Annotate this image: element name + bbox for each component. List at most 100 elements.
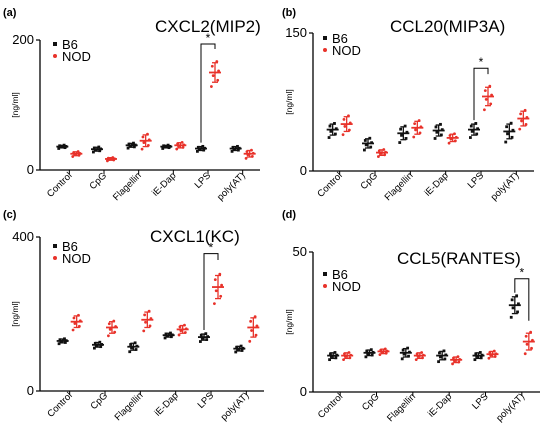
chart-title: CCL20(MIP3A) [390, 17, 505, 36]
x-tick-label: LPS [466, 170, 486, 190]
data-point [399, 127, 403, 131]
x-tick-label: Control [45, 170, 74, 199]
panel-letter: (d) [282, 209, 296, 221]
legend-label: B6 [62, 37, 78, 52]
data-point [218, 272, 222, 276]
y-tick-label: 0 [300, 384, 307, 399]
data-point [254, 333, 258, 337]
x-tick-label: poly(AT) [494, 391, 527, 424]
data-point [511, 306, 515, 310]
data-point [58, 338, 62, 342]
data-point [511, 128, 515, 132]
legend-label: NOD [332, 43, 361, 58]
data-point [250, 329, 253, 332]
data-point [333, 132, 337, 136]
legend-marker-nod [323, 284, 327, 288]
data-point [403, 124, 407, 128]
data-point [398, 141, 402, 144]
y-tick-label: 0 [300, 163, 307, 178]
significance-bracket [203, 253, 219, 331]
x-tick-label: iE-Dap [422, 170, 450, 198]
data-point [516, 310, 519, 314]
data-point [510, 298, 514, 302]
data-point [107, 334, 110, 338]
data-point [439, 122, 442, 126]
data-point [412, 135, 416, 139]
y-tick-label: 50 [293, 244, 307, 259]
data-point [220, 283, 224, 287]
data-point [400, 357, 404, 361]
data-point [210, 64, 214, 68]
x-tick-label: iE-Dap [152, 390, 180, 418]
x-tick-label: LPS [193, 170, 213, 190]
data-point [235, 345, 239, 349]
data-point [130, 346, 133, 350]
x-tick-label: CpG [89, 390, 111, 412]
x-tick-label: iE-Dap [150, 170, 178, 198]
data-point [144, 320, 147, 324]
data-point [196, 145, 200, 149]
series-b6 [56, 331, 246, 354]
data-point [140, 147, 144, 151]
data-point [129, 343, 133, 346]
data-point [435, 130, 439, 134]
data-point [505, 125, 509, 129]
significance-bracket [473, 67, 489, 121]
data-point [434, 125, 438, 129]
legend-marker-nod [53, 54, 57, 58]
data-point [71, 328, 75, 332]
y-axis-label: [ng/ml] [10, 301, 20, 327]
data-point [484, 98, 488, 101]
data-point [473, 358, 477, 362]
data-point [72, 316, 76, 320]
x-tick-label: LPS [196, 390, 216, 410]
data-point [469, 124, 473, 128]
legend-marker-nod [323, 48, 327, 52]
data-point [447, 141, 451, 145]
y-axis-label: [ng/ml] [284, 89, 294, 115]
data-point [433, 137, 437, 140]
legend-label: NOD [62, 251, 91, 266]
data-point [474, 122, 478, 125]
chart-title: CCL5(RANTES) [397, 249, 521, 268]
data-point [196, 149, 199, 153]
legend-marker-b6 [323, 272, 327, 276]
data-point [143, 313, 147, 317]
data-point [414, 128, 417, 132]
x-tick-label: poly(AT) [219, 390, 252, 423]
series-b6 [326, 121, 516, 152]
series-b6 [327, 294, 521, 364]
y-tick-label: 400 [12, 229, 34, 244]
legend-marker-b6 [53, 244, 57, 248]
data-point [369, 145, 373, 149]
data-point [231, 145, 235, 149]
data-point [347, 128, 351, 132]
data-point [365, 349, 369, 353]
data-point [141, 135, 145, 139]
series-nod [70, 272, 260, 343]
data-point [214, 289, 218, 293]
y-axis-label: [ng/ml] [10, 92, 20, 118]
y-tick-label: 0 [27, 383, 34, 398]
significance-star: * [479, 55, 484, 69]
significance-star: * [519, 266, 524, 280]
data-point [57, 147, 61, 150]
data-point [93, 341, 97, 345]
data-point [343, 125, 347, 128]
panel-letter: (a) [3, 7, 17, 19]
data-point [161, 147, 165, 150]
data-point [525, 342, 529, 346]
data-point [142, 141, 146, 145]
y-tick-label: 200 [12, 32, 34, 47]
data-point [200, 336, 204, 340]
data-point [407, 354, 410, 358]
panel-ccl5: (d) CCL5(RANTES) 0 50 [ng/ml] Control CpG Flage… [282, 209, 540, 424]
data-point [248, 339, 252, 343]
x-tick-label: iE-Dap [426, 391, 454, 419]
data-point [364, 355, 368, 359]
x-tick-label: Flagellin [113, 390, 146, 423]
